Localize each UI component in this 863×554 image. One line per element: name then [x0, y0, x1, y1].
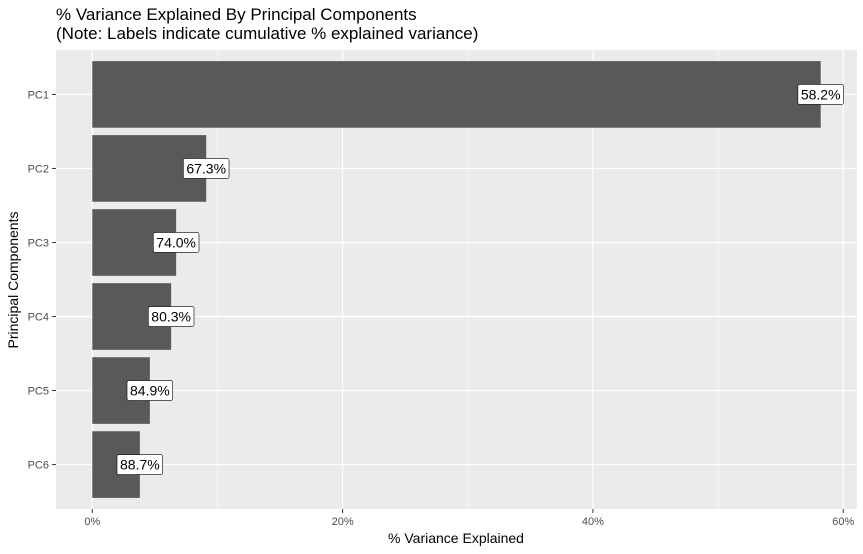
- y-tick-label: PC6: [28, 460, 49, 472]
- x-axis: 0% 20% 40% 60%: [84, 509, 854, 528]
- data-label-box: [116, 454, 164, 475]
- y-axis-title: Principal Components: [5, 212, 21, 349]
- y-tick-label: PC5: [28, 386, 49, 398]
- data-label-pc4: 80.3%: [147, 306, 195, 327]
- data-label-box: [183, 158, 230, 179]
- y-tick-label: PC3: [28, 237, 49, 249]
- y-tick-label: PC2: [28, 163, 49, 175]
- x-tick-label: 20%: [332, 516, 354, 528]
- chart-subtitle: (Note: Labels indicate cumulative % expl…: [56, 24, 478, 43]
- data-label-box: [126, 380, 174, 401]
- data-label-text: 88.7%: [120, 457, 160, 473]
- data-label-box: [147, 306, 195, 327]
- data-label-pc5: 84.9%: [126, 380, 174, 401]
- data-label-text: 74.0%: [156, 234, 196, 250]
- x-axis-title: % Variance Explained: [388, 530, 524, 546]
- data-label-text: 84.9%: [130, 383, 170, 399]
- data-label-box: [152, 232, 200, 253]
- data-label-box: [797, 84, 844, 105]
- data-label-pc1: 58.2%: [797, 84, 844, 105]
- y-tick-label: PC1: [28, 89, 49, 101]
- data-label-pc6: 88.7%: [116, 454, 164, 475]
- bar-pc1: [92, 61, 821, 128]
- data-label-pc3: 74.0%: [152, 232, 200, 253]
- data-label-text: 67.3%: [186, 160, 226, 176]
- y-axis: PC1 PC2 PC3 PC4 PC5 PC6: [28, 89, 56, 472]
- data-label-pc2: 67.3%: [183, 158, 230, 179]
- data-labels: 58.2% 67.3% 74.0% 80.3% 84.9% 88.7%: [116, 84, 844, 475]
- data-label-text: 80.3%: [151, 309, 191, 325]
- x-tick-label: 0%: [84, 516, 100, 528]
- y-tick-label: PC4: [28, 312, 49, 324]
- data-label-text: 58.2%: [801, 86, 841, 102]
- x-tick-label: 40%: [582, 516, 604, 528]
- x-tick-label: 60%: [832, 516, 854, 528]
- chart-title: % Variance Explained By Principal Compon…: [56, 5, 417, 24]
